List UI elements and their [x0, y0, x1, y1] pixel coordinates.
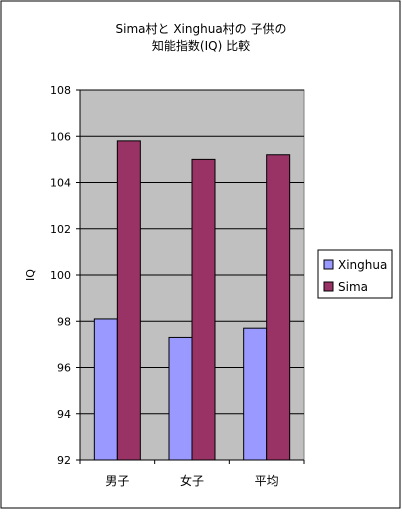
y-tick-label: 92 [57, 454, 71, 467]
bar-xinghua [93, 318, 118, 461]
bar-sima [191, 158, 216, 461]
y-tick-label: 98 [57, 315, 71, 328]
y-tick-label: 102 [50, 223, 71, 236]
bar-xinghua [168, 336, 193, 461]
legend-label-xinghua: Xinghua [338, 258, 387, 272]
y-tick-label: 100 [50, 269, 71, 282]
y-tick-label: 106 [50, 130, 71, 143]
y-tick-label: 96 [57, 362, 71, 375]
plot-area: 92 94 96 98 100 102 104 106 108 男子 女子 平均 [50, 84, 305, 488]
y-tick-label: 104 [50, 177, 71, 190]
legend-swatch-sima [323, 281, 334, 292]
y-tick-label: 108 [50, 84, 71, 97]
bar-sima [116, 140, 141, 461]
bar-sima [266, 154, 291, 461]
bar-xinghua [243, 327, 268, 461]
legend-label-sima: Sima [338, 280, 368, 294]
y-axis-label: IQ [24, 269, 37, 281]
y-tick-label: 94 [57, 408, 71, 421]
chart-title-line2: 知能指数(IQ) 比較 [152, 38, 250, 53]
legend-swatch-xinghua [323, 259, 334, 270]
x-tick-label: 女子 [180, 473, 204, 488]
chart-title-line1: Sima村と Xinghua村の 子供の [116, 22, 287, 36]
x-tick-label: 平均 [255, 474, 279, 488]
x-tick-label: 男子 [105, 474, 129, 488]
legend: Xinghua Sima [317, 249, 393, 299]
